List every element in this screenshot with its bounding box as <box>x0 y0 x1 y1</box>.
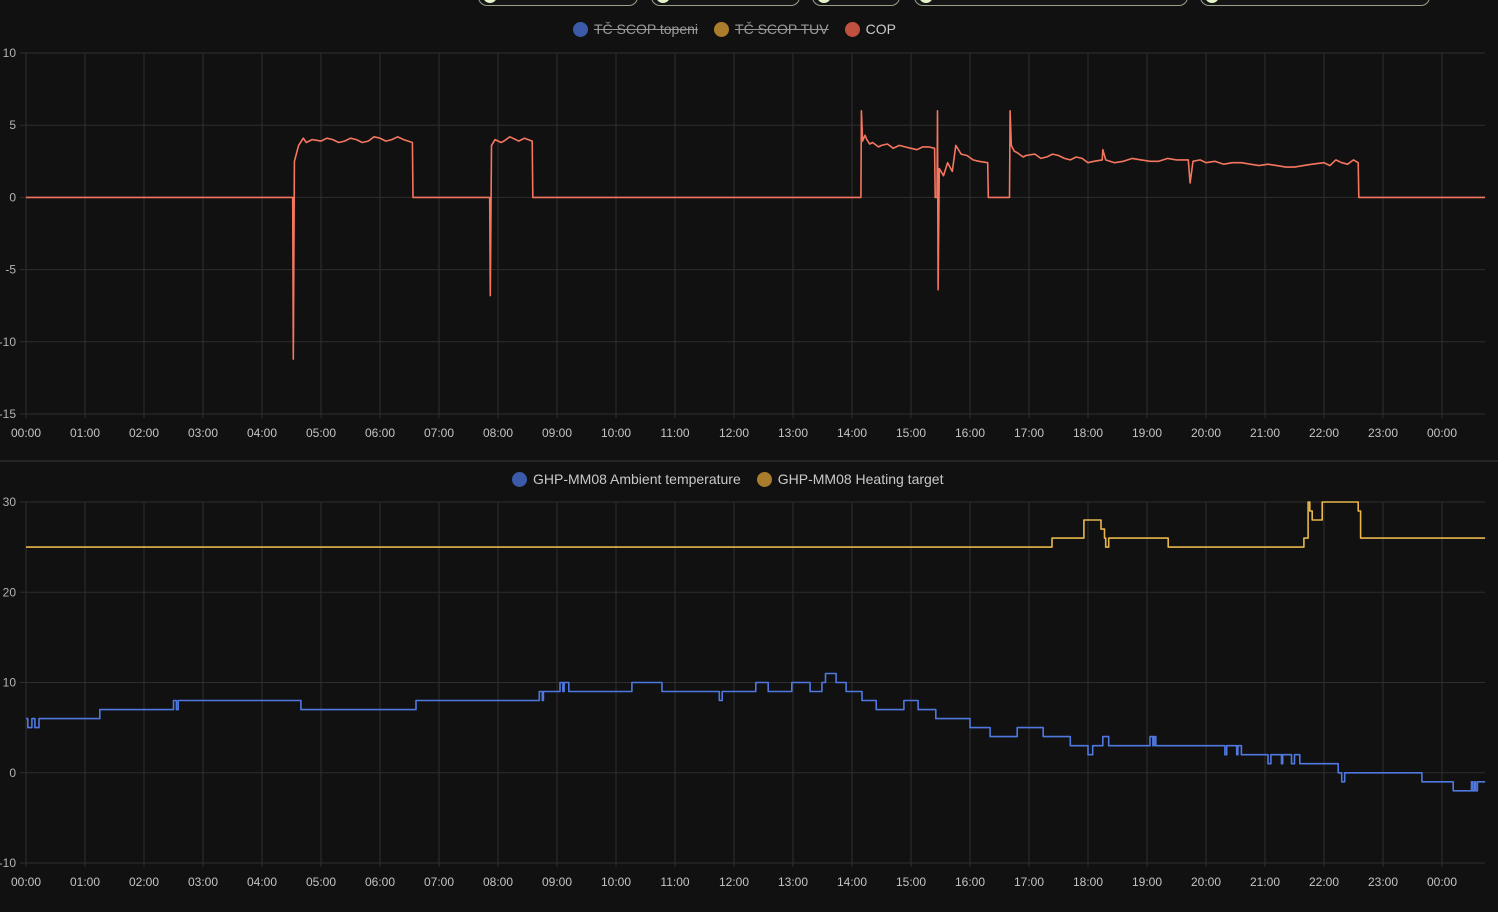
x-tick-label: 10:00 <box>601 875 631 889</box>
x-tick-label: 03:00 <box>188 426 218 440</box>
y-tick-label: 0 <box>9 766 16 780</box>
x-tick-label: 00:00 <box>11 426 41 440</box>
x-tick-label: 02:00 <box>129 426 159 440</box>
y-tick-label: 0 <box>9 190 16 204</box>
y-tick-label: -10 <box>0 335 16 349</box>
x-tick-label: 05:00 <box>306 875 336 889</box>
x-tick-label: 11:00 <box>660 875 689 889</box>
x-tick-label: 17:00 <box>1014 875 1044 889</box>
x-tick-label: 14:00 <box>837 875 867 889</box>
x-tick-label: 13:00 <box>778 426 808 440</box>
chip-icon <box>656 0 670 3</box>
legend-label: GHP-MM08 Heating target <box>777 471 944 487</box>
x-tick-label: 15:00 <box>896 875 926 889</box>
legend-label: GHP-MM08 Ambient temperature <box>533 471 741 487</box>
series-line-ghp-mm08-heating-target[interactable] <box>26 501 1486 548</box>
y-tick-label: 10 <box>3 46 17 60</box>
y-tick-label: 5 <box>9 118 16 132</box>
x-tick-label: 21:00 <box>1250 875 1280 889</box>
x-tick-label: 23:00 <box>1368 426 1398 440</box>
y-tick-label: 30 <box>3 495 17 509</box>
legend-swatch-icon <box>573 21 588 37</box>
chip-icon <box>919 0 933 3</box>
x-tick-label: 09:00 <box>542 426 572 440</box>
y-tick-label: 10 <box>3 676 17 690</box>
cop-chart-legend: TČ SCOP topeni TČ SCOP TUV COP <box>573 21 896 37</box>
x-tick-label: 01:00 <box>70 875 100 889</box>
x-tick-label: 19:00 <box>1132 426 1162 440</box>
x-tick-label: 00:00 <box>11 875 41 889</box>
x-tick-label: 00:00 <box>1427 875 1457 889</box>
legend-swatch-icon <box>844 21 860 37</box>
x-tick-label: 07:00 <box>424 875 454 889</box>
x-tick-label: 20:00 <box>1191 875 1221 889</box>
x-tick-label: 06:00 <box>365 875 395 889</box>
x-tick-label: 14:00 <box>837 426 867 440</box>
x-tick-label: 20:00 <box>1191 426 1221 440</box>
series-line-ghp-mm08-ambient-temperature[interactable] <box>26 672 1486 792</box>
legend-swatch-icon <box>756 471 772 487</box>
y-tick-label: -15 <box>0 407 16 421</box>
x-tick-label: 22:00 <box>1309 875 1339 889</box>
chip-icon <box>1205 0 1219 3</box>
x-tick-label: 07:00 <box>424 426 454 440</box>
x-tick-label: 04:00 <box>247 875 277 889</box>
x-tick-label: 06:00 <box>365 426 395 440</box>
x-tick-label: 01:00 <box>70 426 100 440</box>
x-tick-label: 21:00 <box>1250 426 1280 440</box>
y-tick-label: -5 <box>5 263 16 277</box>
x-tick-label: 03:00 <box>188 875 218 889</box>
legend-item[interactable]: GHP-MM08 Ambient temperature <box>512 471 741 487</box>
y-tick-label: 20 <box>3 585 17 599</box>
x-tick-label: 18:00 <box>1073 426 1103 440</box>
x-tick-label: 05:00 <box>306 426 336 440</box>
x-tick-label: 17:00 <box>1014 426 1044 440</box>
chip-icon <box>817 0 831 3</box>
chip-icon <box>483 0 497 3</box>
legend-swatch-icon <box>512 471 527 487</box>
chart-0: 10 5 0 -5 -10 -15 00:00 01:00 02:00 03:00 04:00 05:… <box>0 46 1486 440</box>
x-tick-label: 12:00 <box>719 875 749 889</box>
x-tick-label: 11:00 <box>660 426 689 440</box>
chart-1: 30 20 10 0 -10 00:00 01:00 02:00 03:00 04:00 05:00… <box>0 495 1486 889</box>
legend-item[interactable]: GHP-MM08 Heating target <box>756 471 944 487</box>
x-tick-label: 12:00 <box>719 426 749 440</box>
x-tick-label: 16:00 <box>955 875 985 889</box>
x-tick-label: 08:00 <box>483 426 513 440</box>
legend-item[interactable]: TČ SCOP topeni <box>573 21 698 37</box>
legend-swatch-icon <box>714 21 730 37</box>
legend-item[interactable]: COP <box>844 21 896 37</box>
temperature-chart-legend: GHP-MM08 Ambient temperature GHP-MM08 Hea… <box>512 471 943 487</box>
x-tick-label: 19:00 <box>1132 875 1162 889</box>
x-tick-label: 15:00 <box>896 426 926 440</box>
y-tick-label: -10 <box>0 856 16 870</box>
legend-label: TČ SCOP TUV <box>735 21 829 37</box>
x-tick-label: 23:00 <box>1368 875 1398 889</box>
x-tick-label: 02:00 <box>129 875 159 889</box>
x-tick-label: 13:00 <box>778 875 808 889</box>
x-tick-label: 00:00 <box>1427 426 1457 440</box>
x-tick-label: 04:00 <box>247 426 277 440</box>
legend-item[interactable]: TČ SCOP TUV <box>714 21 829 37</box>
x-tick-label: 09:00 <box>542 875 572 889</box>
x-tick-label: 08:00 <box>483 875 513 889</box>
x-tick-label: 22:00 <box>1309 426 1339 440</box>
x-tick-label: 16:00 <box>955 426 985 440</box>
series-line-cop[interactable] <box>26 110 1486 360</box>
legend-label: COP <box>865 21 896 37</box>
legend-label: TČ SCOP topeni <box>594 21 699 37</box>
x-tick-label: 10:00 <box>601 426 631 440</box>
x-tick-label: 18:00 <box>1073 875 1103 889</box>
